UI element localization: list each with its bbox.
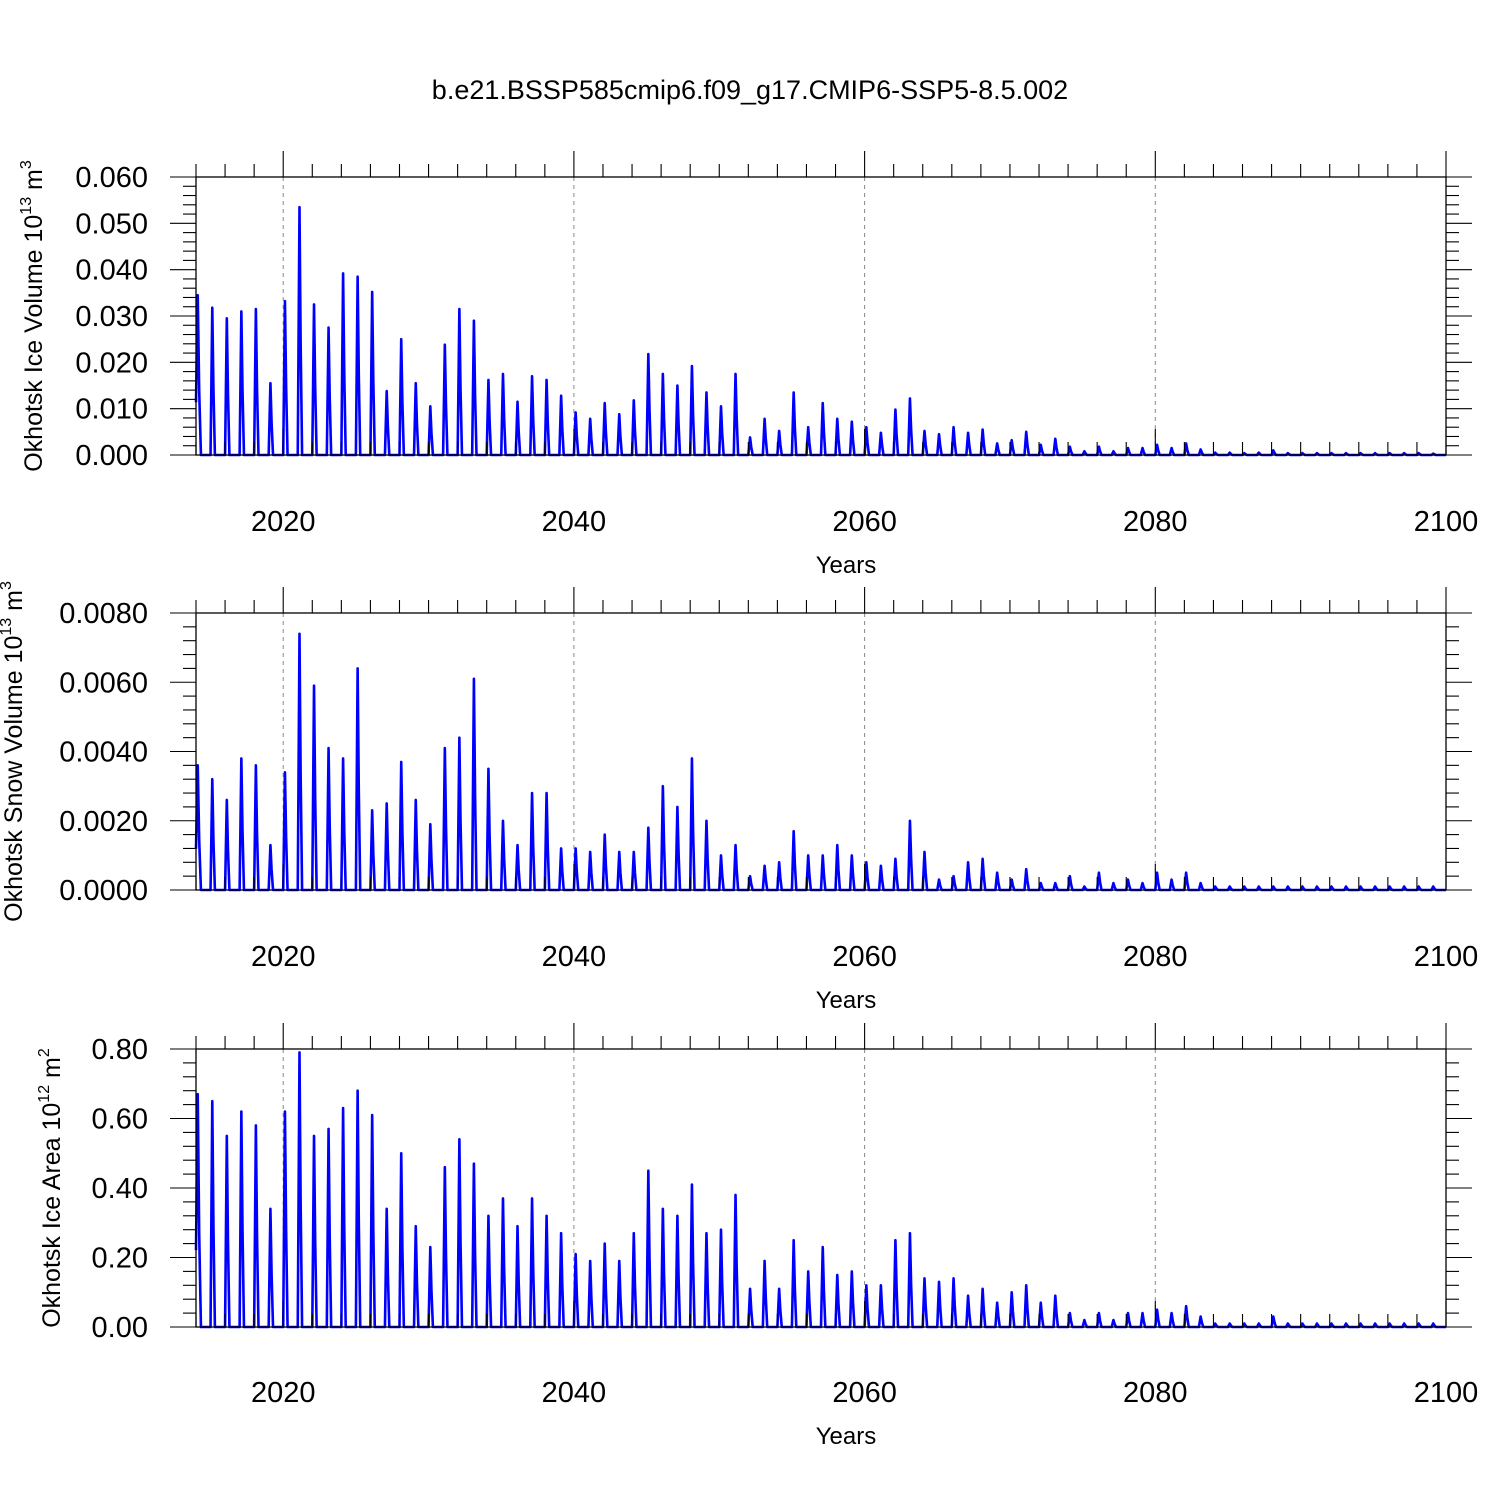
x-tick-label: 2040 <box>542 941 607 973</box>
x-tick-label: 2040 <box>542 506 607 538</box>
y-tick-label: 0.020 <box>75 347 148 379</box>
y-axis-label: Okhotsk Ice Area 1012 m2 <box>36 1048 66 1328</box>
x-tick-label: 2100 <box>1414 506 1479 538</box>
x-tick-label: 2080 <box>1123 1377 1188 1409</box>
y-tick-label: 0.0080 <box>59 598 148 630</box>
y-tick-label: 0.030 <box>75 301 148 333</box>
x-tick-label: 2080 <box>1123 506 1188 538</box>
x-tick-label: 2060 <box>832 941 897 973</box>
x-tick-label: 2020 <box>251 506 316 538</box>
y-tick-label: 0.0040 <box>59 737 148 769</box>
y-tick-label: 0.0000 <box>59 875 148 907</box>
x-tick-label: 2100 <box>1414 1377 1479 1409</box>
y-tick-label: 0.40 <box>92 1173 148 1205</box>
x-tick-label: 2100 <box>1414 941 1479 973</box>
y-tick-label: 0.80 <box>92 1034 148 1066</box>
plot-frame <box>195 176 1447 456</box>
series-line <box>194 1051 1446 1329</box>
y-axis-label: Okhotsk Snow Volume 1013 m3 <box>0 581 28 922</box>
y-axis-label: Okhotsk Ice Volume 1013 m3 <box>18 160 48 472</box>
y-tick-label: 0.0020 <box>59 806 148 838</box>
x-tick-label: 2040 <box>542 1377 607 1409</box>
y-tick-label: 0.060 <box>75 162 148 194</box>
y-tick-label: 0.010 <box>75 394 148 426</box>
y-tick-label: 0.000 <box>75 440 148 472</box>
y-tick-label: 0.0060 <box>59 667 148 699</box>
x-axis-label: Years <box>816 987 877 1014</box>
y-tick-label: 0.60 <box>92 1104 148 1136</box>
figure-title: b.e21.BSSP585cmip6.f09_g17.CMIP6-SSP5-8.… <box>432 75 1068 105</box>
y-tick-label: 0.00 <box>92 1312 148 1344</box>
y-tick-label: 0.040 <box>75 255 148 287</box>
series-line <box>194 632 1446 892</box>
panel-3: 2020 2040 2060 2080 2100 0.00 0.20 0.40 0.60 0.80… <box>36 1023 1478 1450</box>
series-line <box>194 205 1446 457</box>
x-axis-label: Years <box>816 1423 877 1450</box>
panel-1: 2020 2040 2060 2080 2100 0.000 0.010 0.020 0.030… <box>18 151 1478 579</box>
x-axis-label: Years <box>816 552 877 579</box>
panel-2: 2020 2040 2060 2080 2100 0.0000 0.0020 0.0040 0.… <box>0 581 1478 1014</box>
x-tick-label: 2060 <box>832 1377 897 1409</box>
x-tick-label: 2020 <box>251 1377 316 1409</box>
x-tick-label: 2080 <box>1123 941 1188 973</box>
x-tick-label: 2060 <box>832 506 897 538</box>
panels: 2020 2040 2060 2080 2100 0.000 0.010 0.020 0.030… <box>0 151 1478 1450</box>
plot-frame <box>195 612 1447 891</box>
y-tick-label: 0.20 <box>92 1243 148 1275</box>
x-tick-label: 2020 <box>251 941 316 973</box>
y-tick-label: 0.050 <box>75 208 148 240</box>
